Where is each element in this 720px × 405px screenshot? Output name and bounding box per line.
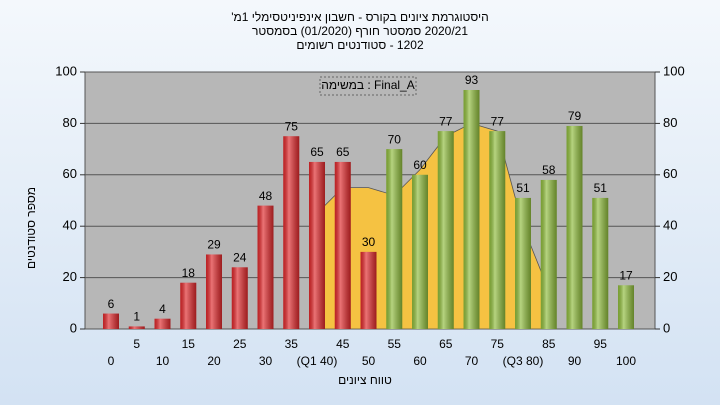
- y2-tick-label: 0: [663, 320, 670, 335]
- y-tick-label: 60: [63, 166, 77, 181]
- x-tick-label: 85: [542, 337, 556, 351]
- x-tick-label: 45: [336, 337, 350, 351]
- annotation: במשימה : Final_A: [321, 78, 415, 92]
- y-tick-label: 80: [63, 115, 77, 130]
- bar-shade: [437, 131, 454, 329]
- value-label: 60: [413, 158, 427, 172]
- x-tick-label: 90: [568, 354, 582, 368]
- x-tick-label: (Q1 40): [297, 354, 338, 368]
- x-tick-label: 15: [182, 337, 196, 351]
- y-axis-label: מספר סטודנטים: [24, 187, 38, 269]
- value-label: 24: [233, 250, 247, 264]
- bar-shade: [103, 313, 119, 329]
- x-tick-label: 5: [133, 337, 140, 351]
- value-label: 17: [619, 268, 633, 282]
- x-tick-label: 95: [594, 337, 608, 351]
- value-label: 6: [108, 297, 115, 311]
- bar-shade: [206, 254, 222, 329]
- value-label: 1: [133, 310, 140, 324]
- x-tick-label: 0: [108, 354, 115, 368]
- value-label: 4: [159, 302, 166, 316]
- y-tick-label: 0: [70, 320, 77, 335]
- chart-title: היסטוגרמת ציונים בקורס - חשבון אינפיניטס…: [231, 10, 489, 24]
- value-label: 75: [285, 119, 299, 133]
- x-tick-label: 50: [362, 354, 376, 368]
- x-tick-label: 100: [616, 354, 636, 368]
- bar-shade: [128, 326, 145, 329]
- y-tick-label: 100: [55, 63, 77, 78]
- bar-shade: [283, 136, 300, 329]
- annotation-box: [319, 76, 417, 96]
- bar-shade: [309, 161, 325, 329]
- bar-shade: [231, 267, 248, 329]
- bar-shade: [592, 197, 609, 329]
- value-label: 51: [516, 181, 530, 195]
- value-label: 29: [207, 238, 221, 252]
- bar-shade: [515, 197, 531, 329]
- value-label: 65: [310, 145, 324, 159]
- x-tick-label: 65: [439, 337, 453, 351]
- bar-shade: [386, 149, 403, 329]
- bar-shade: [257, 205, 274, 329]
- x-tick-label: 55: [388, 337, 402, 351]
- chart-subtitle: 1202 - סטודנטים רשומים: [296, 38, 424, 52]
- y2-tick-label: 40: [663, 218, 677, 233]
- bar-shade: [360, 251, 377, 329]
- bar-shade: [154, 318, 171, 329]
- bar-shade: [463, 89, 480, 330]
- x-tick-label: 35: [285, 337, 299, 351]
- value-label: 51: [594, 181, 608, 195]
- value-label: 65: [336, 145, 350, 159]
- x-tick-label: 10: [156, 354, 170, 368]
- value-label: 18: [182, 266, 196, 280]
- y2-tick-label: 60: [663, 166, 677, 181]
- bar-shade: [540, 179, 557, 329]
- x-tick-label: 25: [233, 337, 247, 351]
- y-tick-label: 20: [63, 269, 77, 284]
- y2-tick-label: 100: [663, 63, 685, 78]
- value-label: 30: [362, 235, 376, 249]
- y2-tick-label: 80: [663, 115, 677, 130]
- value-label: 93: [465, 73, 479, 87]
- value-label: 70: [388, 132, 402, 146]
- x-tick-label: 60: [413, 354, 427, 368]
- bar-shade: [412, 174, 428, 329]
- x-tick-label: (Q3 80): [503, 354, 544, 368]
- x-tick-label: 75: [491, 337, 505, 351]
- x-tick-label: 20: [207, 354, 221, 368]
- bar-shade: [180, 282, 197, 329]
- x-axis-label: טווח ציונים: [338, 373, 392, 387]
- value-label: 48: [259, 189, 273, 203]
- x-tick-label: 70: [465, 354, 479, 368]
- value-label: 77: [439, 114, 453, 128]
- value-label: 79: [568, 109, 582, 123]
- bar-shade: [334, 161, 351, 329]
- value-label: 77: [491, 114, 505, 128]
- x-tick-label: 30: [259, 354, 273, 368]
- bar-shade: [566, 125, 583, 329]
- chart-subtitle: 2020/21 סמסטר חורף (01/2020) בסמסטר: [252, 24, 468, 38]
- y2-tick-label: 20: [663, 269, 677, 284]
- bar-shade: [489, 131, 506, 329]
- value-label: 58: [542, 163, 556, 177]
- bar-shade: [618, 285, 634, 329]
- y-tick-label: 40: [63, 218, 77, 233]
